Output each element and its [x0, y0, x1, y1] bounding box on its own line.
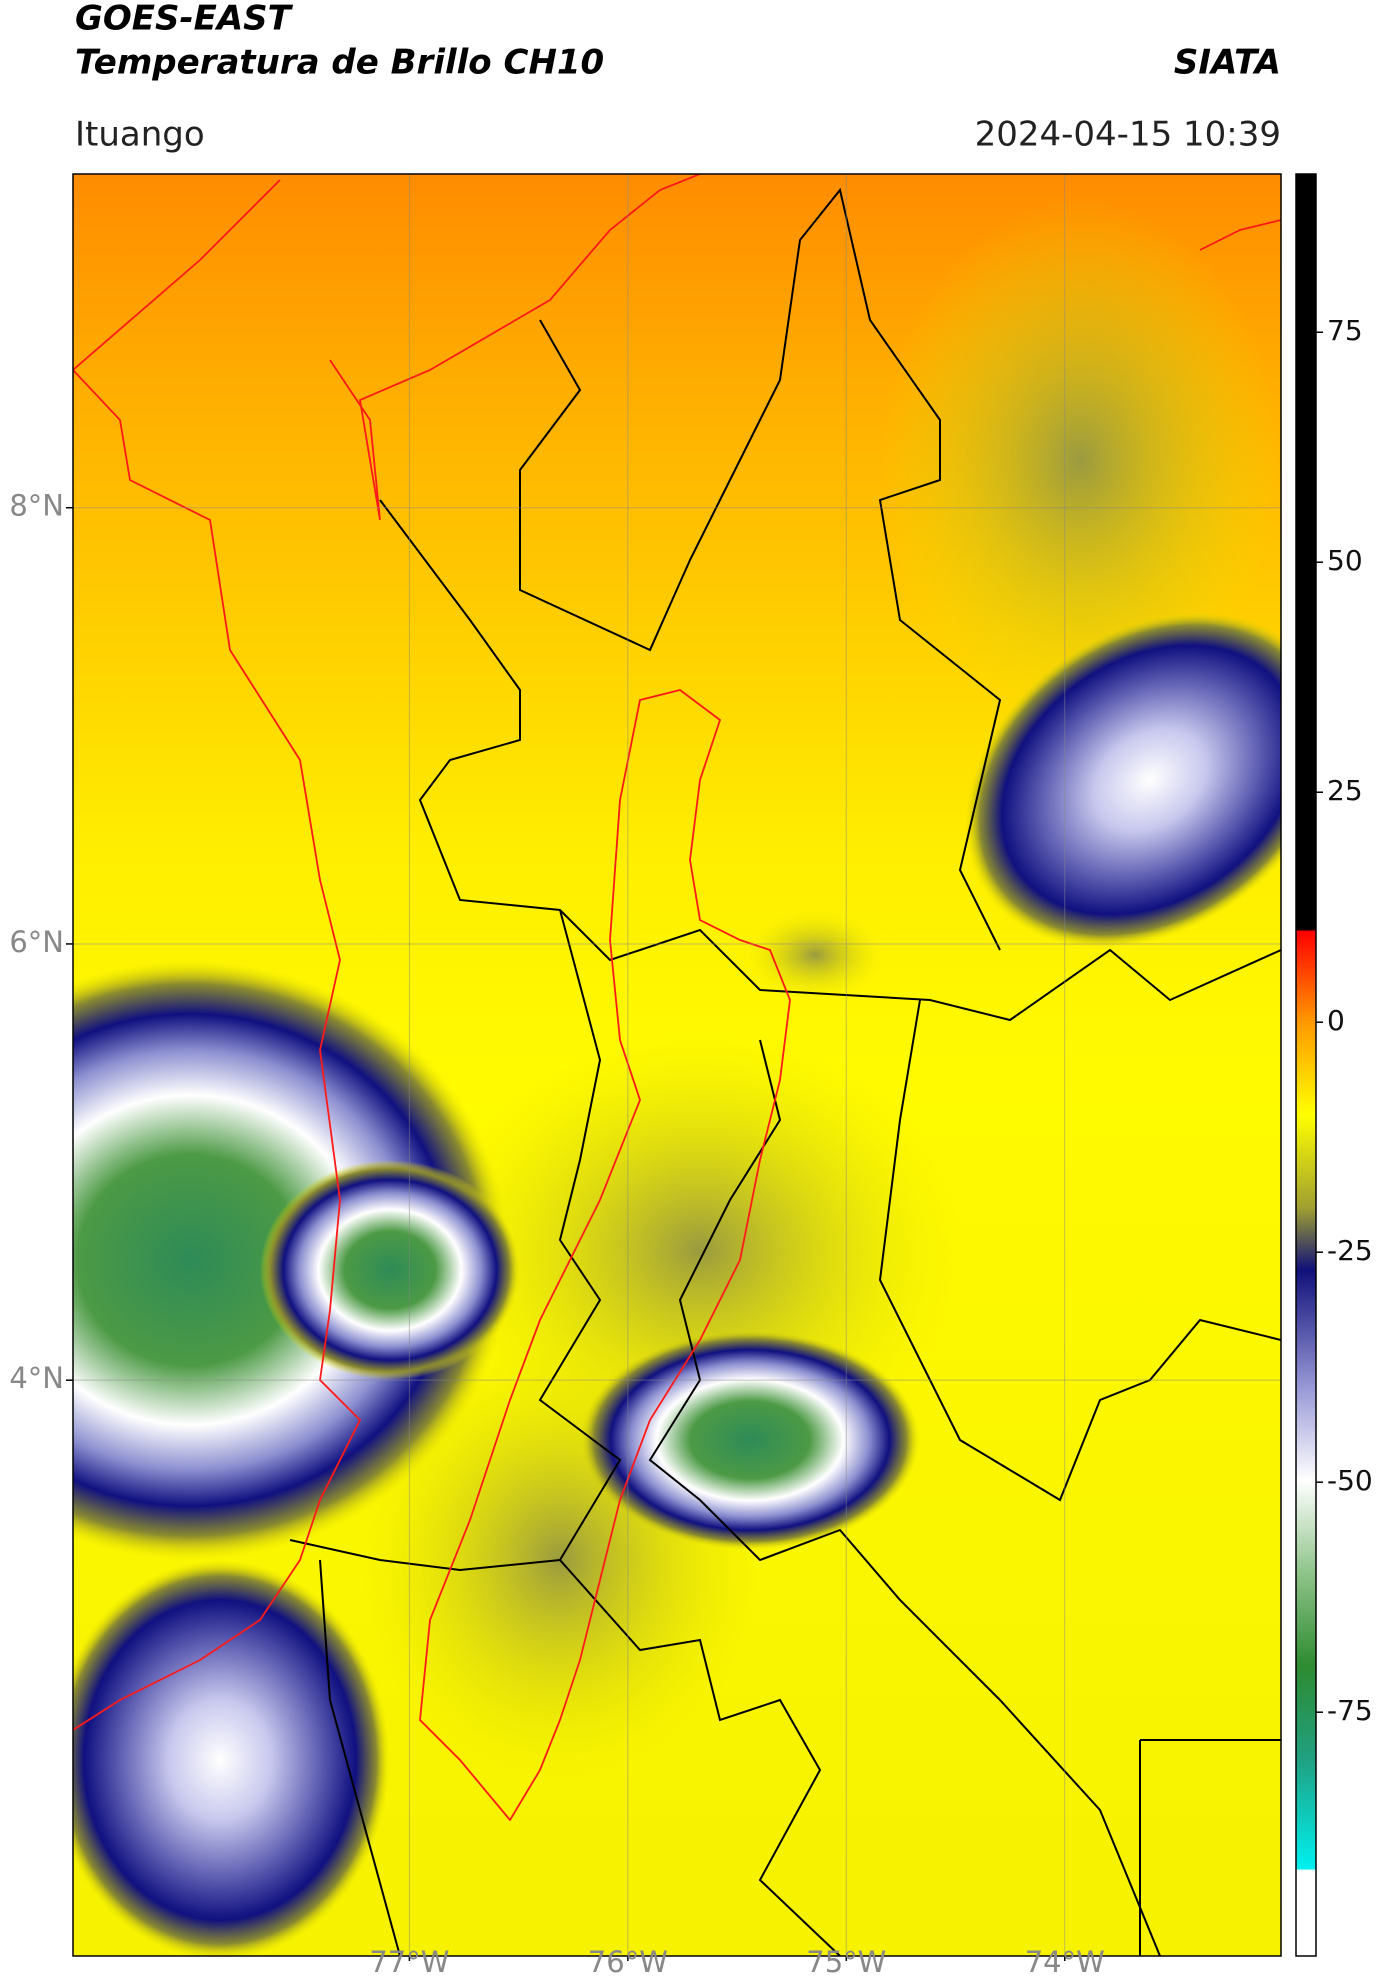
lon-tick-label: 76°W	[588, 1945, 668, 1979]
lon-tick-label: 77°W	[369, 1945, 449, 1979]
colorbar-tick-label: 75	[1327, 314, 1363, 347]
region-outline	[419, 689, 791, 1822]
haze	[745, 910, 885, 1000]
colorbar-tick-label: -50	[1327, 1464, 1373, 1497]
lat-tick-label: 4°N	[9, 1361, 64, 1395]
subtitle: Temperatura de Brillo CH10	[75, 43, 604, 83]
haze	[880, 200, 1280, 720]
ticks: 8°N 6°N 4°N 77°W 76°W 75°W 74°W 75 50 25 0 -25 -50 -7…	[9, 314, 1372, 1979]
colorbar-tick-label: -75	[1327, 1694, 1373, 1727]
colorbar-tick-label: 50	[1327, 544, 1363, 577]
title: GOES-EAST	[75, 0, 294, 39]
border	[878, 999, 1281, 1502]
cloud	[260, 1160, 520, 1380]
red-borders	[73, 174, 1281, 1822]
colorbar-tick-label: -25	[1327, 1234, 1373, 1267]
border	[379, 499, 1281, 1022]
colorbar-tick-label: 0	[1327, 1004, 1345, 1037]
lon-tick-label: 75°W	[806, 1945, 886, 1979]
location: Ituango	[75, 115, 205, 155]
map-image	[73, 174, 1281, 1956]
border	[648, 1039, 1161, 1956]
lat-tick-label: 8°N	[9, 489, 64, 523]
source: SIATA	[1174, 43, 1281, 83]
colorbar-tick-label: 25	[1327, 774, 1363, 807]
colorbar	[1295, 173, 1317, 1957]
border	[1199, 219, 1281, 251]
borders	[289, 187, 1281, 1956]
cloud	[580, 1330, 920, 1550]
map-frame	[72, 173, 1282, 1957]
lat-tick-label: 6°N	[9, 925, 64, 959]
border	[519, 187, 1002, 951]
cloud	[964, 611, 1281, 949]
lon-tick-label: 74°W	[1025, 1945, 1105, 1979]
graticule	[73, 174, 1281, 1956]
coastline	[73, 369, 362, 1731]
datetime: 2024-04-15 10:39	[975, 115, 1281, 155]
cloud	[73, 1560, 390, 1956]
coastline	[73, 174, 701, 521]
border	[289, 1539, 1281, 1956]
